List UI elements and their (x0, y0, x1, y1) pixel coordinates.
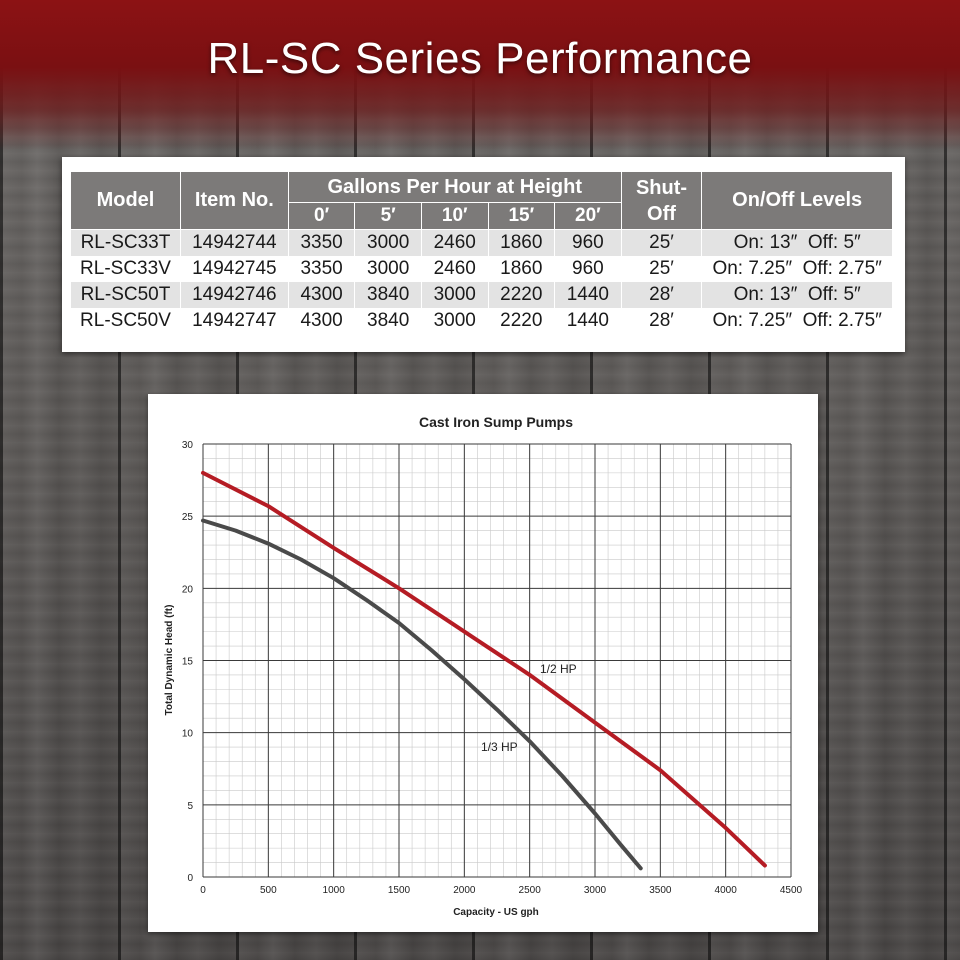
cell-item: 14942745 (179, 256, 289, 282)
cell-gph: 2460 (420, 229, 489, 256)
x-tick-label: 4500 (780, 885, 803, 896)
cell-gph: 3350 (287, 256, 356, 282)
series-layer (201, 470, 767, 871)
cell-model: RL-SC50T (70, 282, 181, 308)
cell-gph: 3000 (354, 229, 422, 256)
x-tick-label: 4000 (715, 885, 738, 896)
series-label-third-hp: 1/3 HP (481, 740, 518, 754)
spec-table-card: Model Item No. Gallons Per Hour at Heigh… (62, 157, 905, 352)
cell-gph: 3000 (420, 308, 489, 334)
grid-major (202, 443, 792, 878)
x-tick-label: 2000 (453, 885, 476, 896)
table-row: RL-SC33V 14942745 3350 3000 2460 1860 96… (70, 256, 893, 282)
header-banner (0, 0, 960, 150)
cell-gph: 1860 (487, 229, 556, 256)
cell-gph: 4300 (287, 308, 356, 334)
performance-chart: 0 500 1000 1500 2000 2500 3000 3500 4000 4500 0 5 10… (164, 414, 803, 918)
x-tick-label: 500 (260, 885, 277, 896)
cell-levels: On: 7.25″ Off: 2.75″ (701, 308, 893, 334)
header-height: 5′ (354, 202, 422, 230)
y-tick-label: 15 (182, 657, 194, 668)
header-height: 15′ (487, 202, 556, 230)
spec-table: Model Item No. Gallons Per Hour at Heigh… (70, 171, 893, 334)
x-tick-label: 1500 (388, 885, 411, 896)
x-tick-label: 3500 (649, 885, 672, 896)
x-axis-label: Capacity - US gph (453, 907, 539, 918)
cell-levels: On: 13″ Off: 5″ (701, 282, 893, 308)
cell-shutoff: 28′ (620, 308, 703, 334)
y-tick-label: 30 (182, 440, 194, 451)
series-line-half-hp (201, 470, 767, 868)
cell-item: 14942746 (179, 282, 289, 308)
cell-model: RL-SC33T (70, 229, 181, 256)
cell-shutoff: 25′ (620, 229, 703, 256)
page-title: RL-SC Series Performance (207, 34, 753, 83)
cell-gph: 1440 (554, 308, 622, 334)
cell-gph: 3000 (354, 256, 422, 282)
cell-item: 14942747 (179, 308, 289, 334)
y-tick-label: 20 (182, 584, 194, 595)
cell-gph: 1860 (487, 256, 556, 282)
table-row: RL-SC33T 14942744 3350 3000 2460 1860 96… (70, 229, 893, 256)
cell-gph: 3840 (354, 282, 422, 308)
cell-gph: 1440 (554, 282, 622, 308)
tick-labels: 0 500 1000 1500 2000 2500 3000 3500 4000 4500 0 5 10… (182, 440, 803, 896)
x-tick-label: 2500 (519, 885, 542, 896)
cell-levels: On: 13″ Off: 5″ (701, 229, 893, 256)
cell-gph: 2220 (487, 308, 556, 334)
cell-levels: On: 7.25″ Off: 2.75″ (701, 256, 893, 282)
y-tick-label: 5 (187, 801, 193, 812)
cell-model: RL-SC33V (70, 256, 181, 282)
y-tick-label: 0 (187, 873, 193, 884)
cell-gph: 4300 (287, 282, 356, 308)
y-tick-label: 10 (182, 729, 194, 740)
cell-item: 14942744 (179, 229, 289, 256)
series-line-third-hp (201, 518, 643, 871)
header-gph: Gallons Per Hour at Height (287, 171, 622, 203)
cell-gph: 3000 (420, 282, 489, 308)
cell-shutoff: 28′ (620, 282, 703, 308)
cell-gph: 960 (554, 229, 622, 256)
chart-card: 0 500 1000 1500 2000 2500 3000 3500 4000 4500 0 5 10… (148, 394, 818, 932)
y-tick-label: 25 (182, 512, 194, 523)
x-tick-label: 0 (200, 885, 206, 896)
cell-gph: 960 (554, 256, 622, 282)
header-height: 20′ (554, 202, 622, 230)
chart-title: Cast Iron Sump Pumps (419, 414, 573, 430)
header-model: Model (70, 171, 181, 230)
cell-gph: 2460 (420, 256, 489, 282)
header-shutoff: Shut-Off (620, 171, 703, 230)
series-label-half-hp: 1/2 HP (540, 662, 577, 676)
header-height: 0′ (287, 202, 356, 230)
header-height: 10′ (420, 202, 489, 230)
cell-gph: 2220 (487, 282, 556, 308)
header-levels: On/Off Levels (701, 171, 893, 230)
y-axis-label: Total Dynamic Head (ft) (164, 605, 175, 716)
x-tick-label: 1000 (323, 885, 346, 896)
cell-model: RL-SC50V (70, 308, 181, 334)
cell-gph: 3840 (354, 308, 422, 334)
cell-shutoff: 25′ (620, 256, 703, 282)
table-row: RL-SC50V 14942747 4300 3840 3000 2220 14… (70, 308, 893, 334)
cell-gph: 3350 (287, 229, 356, 256)
table-row: RL-SC50T 14942746 4300 3840 3000 2220 14… (70, 282, 893, 308)
x-tick-label: 3000 (584, 885, 607, 896)
header-item-no: Item No. (179, 171, 289, 230)
